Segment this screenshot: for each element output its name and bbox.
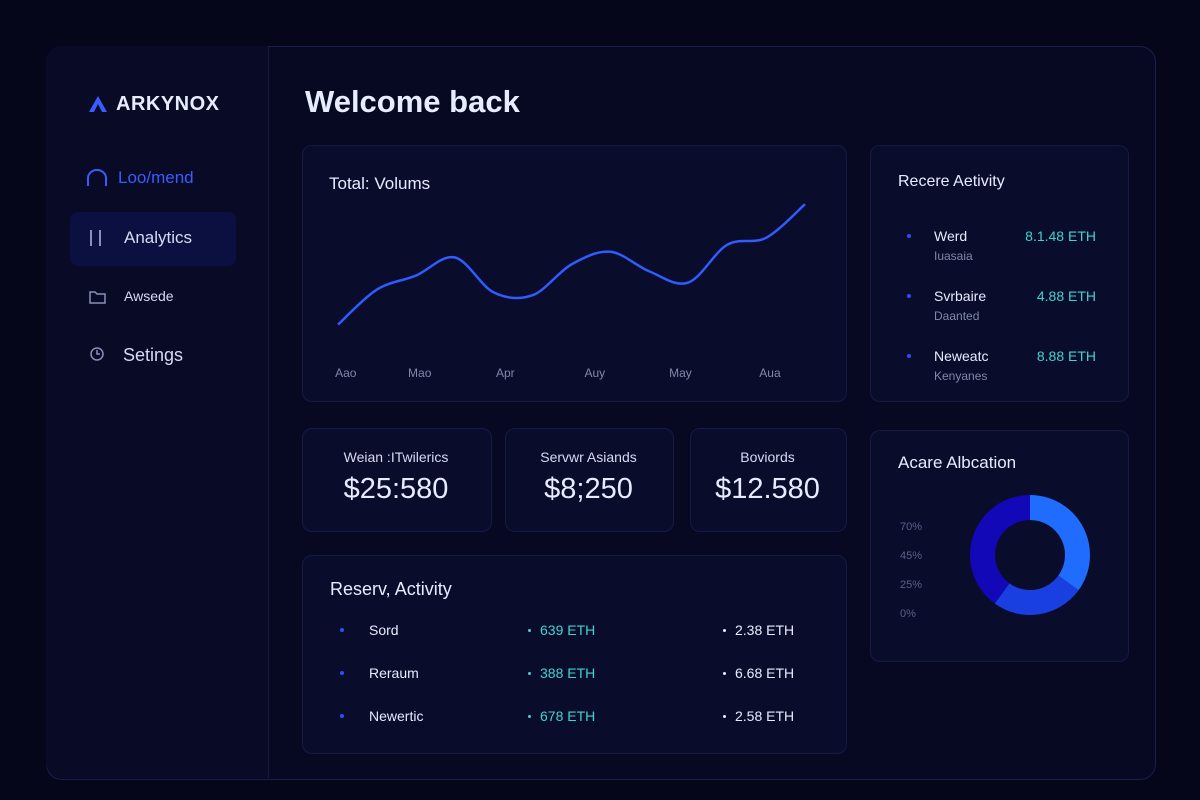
activity-sub: Kenyanes (934, 369, 988, 383)
stat-value: $8;250 (544, 473, 633, 505)
bullet (907, 354, 911, 358)
nav-highlight (70, 212, 236, 266)
stat-label: Weian :ITwilerics (343, 449, 449, 465)
stat-label: Servwr Asiands (540, 449, 637, 465)
page-title: Welcome back (305, 84, 520, 119)
donut-segment (970, 495, 1030, 604)
logo-icon (89, 96, 107, 112)
activity-amount: 8.1.48 ETH (1025, 228, 1096, 244)
amount: 678 ETH (540, 708, 596, 724)
bullet (907, 234, 911, 238)
donut-segment (994, 575, 1079, 615)
amount: 639 ETH (540, 622, 596, 638)
card-title: Recere Aetivity (898, 173, 1005, 190)
x-tick-label: Apr (496, 366, 515, 380)
card-title: Total: Volums (329, 174, 431, 193)
stat-label: Boviords (740, 449, 795, 465)
scale-label: 70% (900, 521, 922, 533)
bullet (907, 294, 911, 298)
stat-card (302, 428, 492, 532)
activity-name: Svrbaire (934, 288, 987, 304)
nav-icon (89, 291, 106, 304)
nav-item[interactable]: Loo/mend (118, 168, 194, 187)
asset: Sord (369, 622, 399, 638)
asset: Newertic (369, 708, 424, 724)
volume-card (302, 145, 847, 402)
activity-amount: 8.88 ETH (1036, 348, 1096, 364)
amount: 2.58 ETH (735, 708, 795, 724)
bullet (340, 628, 344, 632)
nav-icon (90, 347, 104, 361)
bullet (723, 629, 726, 632)
bullet (340, 671, 344, 675)
bullet (528, 715, 531, 718)
x-tick-label: May (669, 366, 692, 380)
x-tick-label: Aao (335, 366, 357, 380)
bullet (723, 672, 726, 675)
stat-card (505, 428, 674, 532)
x-tick-label: Mao (408, 366, 432, 380)
reserve-card (302, 555, 847, 754)
line-chart: Aao Mao Apr Auy May Aua (335, 203, 806, 380)
nav-icon (87, 169, 107, 186)
bullet (528, 672, 531, 675)
activity-sub: Iuasaia (934, 249, 973, 263)
recent-card (870, 145, 1129, 402)
activity-name: Neweatc (934, 348, 989, 364)
bullet (723, 715, 726, 718)
scale-label: 0% (900, 608, 916, 620)
asset: Reraum (369, 665, 419, 681)
stat-card (690, 428, 847, 532)
nav-item[interactable]: Setings (123, 345, 184, 365)
activity-name: Werd (934, 228, 968, 244)
sidebar (46, 46, 269, 778)
nav-item[interactable]: Analytics (124, 228, 193, 247)
card-title: Acare Albcation (898, 453, 1017, 472)
amount: 6.68 ETH (735, 665, 795, 681)
activity-sub: Daanted (934, 309, 980, 323)
scale-label: 25% (900, 579, 922, 591)
activity-amount: 4.88 ETH (1036, 288, 1096, 304)
x-tick-label: Aua (759, 366, 781, 380)
volume-line (337, 203, 806, 326)
stat-value: $12.580 (715, 473, 820, 505)
card-title: Reserv, Activity (330, 579, 452, 599)
nav-icon (90, 230, 101, 246)
bullet (340, 714, 344, 718)
scale-label: 45% (900, 550, 922, 562)
amount: 388 ETH (540, 665, 596, 681)
donut-chart: 70% 45% 25% 0% (900, 495, 1090, 620)
stat-value: $25:580 (343, 473, 449, 505)
x-tick-label: Auy (585, 366, 606, 380)
bullet (528, 629, 531, 632)
nav-item[interactable]: Awsede (124, 288, 174, 304)
amount: 2.38 ETH (735, 622, 795, 638)
brand: ARKYNOX (116, 93, 220, 115)
donut-segment (1030, 495, 1090, 591)
